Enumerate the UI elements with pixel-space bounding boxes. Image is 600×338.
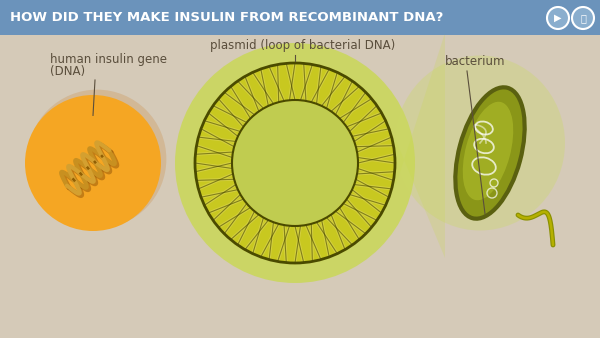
Ellipse shape — [175, 43, 415, 283]
Ellipse shape — [25, 95, 161, 231]
Ellipse shape — [395, 55, 565, 231]
Text: ⏭: ⏭ — [580, 13, 586, 23]
Text: HOW DID THEY MAKE INSULIN FROM RECOMBINANT DNA?: HOW DID THEY MAKE INSULIN FROM RECOMBINA… — [10, 11, 443, 24]
Ellipse shape — [232, 100, 358, 226]
Ellipse shape — [455, 87, 524, 219]
Ellipse shape — [28, 90, 166, 228]
Text: human insulin gene: human insulin gene — [50, 53, 167, 66]
Ellipse shape — [195, 63, 395, 263]
Bar — [0, 0, 600, 35]
Text: plasmid (loop of bacterial DNA): plasmid (loop of bacterial DNA) — [210, 39, 395, 52]
Ellipse shape — [232, 100, 358, 226]
Text: ▶: ▶ — [554, 13, 562, 23]
Ellipse shape — [572, 7, 594, 29]
Ellipse shape — [547, 7, 569, 29]
Text: (DNA): (DNA) — [50, 65, 85, 78]
Text: bacterium: bacterium — [445, 55, 505, 68]
Polygon shape — [395, 33, 445, 258]
Ellipse shape — [463, 102, 513, 200]
